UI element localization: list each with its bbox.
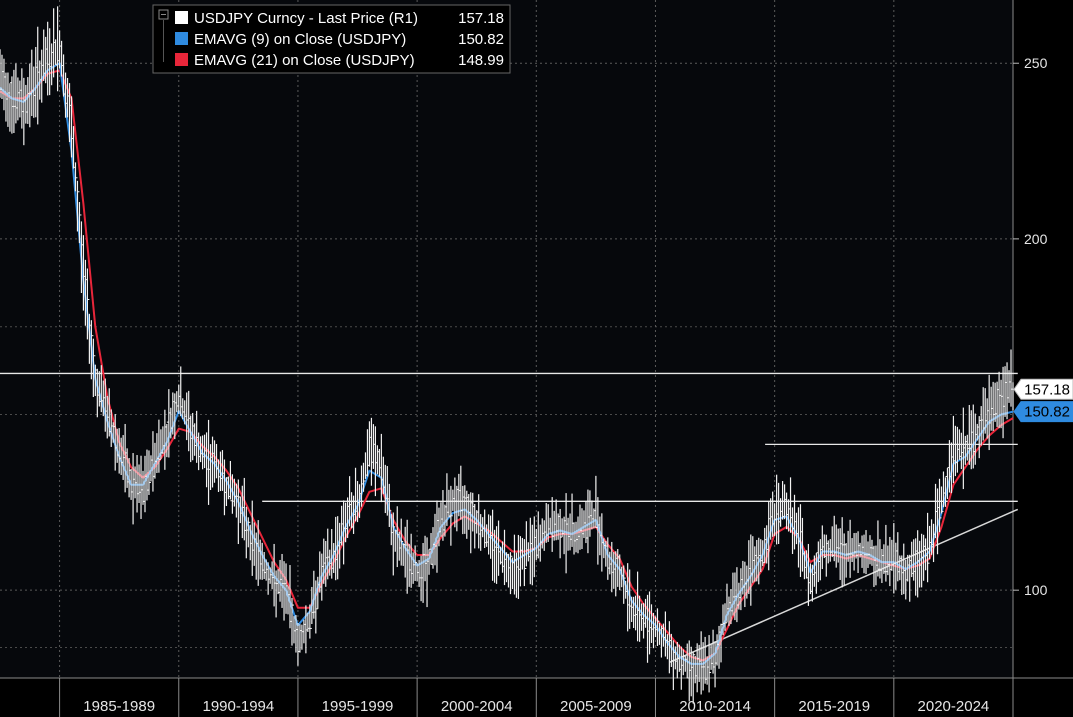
series-price xyxy=(0,6,1014,704)
x-tick-label: 1990-1994 xyxy=(202,698,274,715)
last-value-badge-text: 150.82 xyxy=(1024,404,1070,421)
legend-label-price: USDJPY Curncy - Last Price (R1) xyxy=(194,10,418,27)
y-tick-label: 100 xyxy=(1024,582,1048,598)
y-tick-label: 250 xyxy=(1024,55,1048,71)
legend-value-price: 157.18 xyxy=(458,10,504,27)
legend-value-ema21: 148.99 xyxy=(458,52,504,69)
trend-line xyxy=(669,508,1019,663)
last-value-badge: 157.18 xyxy=(1013,378,1073,400)
last-value-badge-shape xyxy=(1013,401,1073,423)
legend-box xyxy=(152,4,511,74)
x-tick-label: 2010-2014 xyxy=(679,698,751,715)
x-tick-label: 2020-2024 xyxy=(918,698,990,715)
last-value-badges: 157.18 150.82 xyxy=(1013,378,1073,423)
last-value-badge: 150.82 xyxy=(1013,401,1073,423)
legend-swatch-ema21 xyxy=(175,53,188,66)
last-value-badge-shape xyxy=(1013,378,1073,400)
legend-label-ema9: EMAVG (9) on Close (USDJPY) xyxy=(194,31,406,48)
legend-label-ema21: EMAVG (21) on Close (USDJPY) xyxy=(194,52,415,69)
x-tick-label: 2015-2019 xyxy=(798,698,870,715)
y-axis-ticks: 250 200 100 xyxy=(1013,55,1048,598)
legend-value-ema9: 150.82 xyxy=(458,31,504,48)
x-tick-label: 1995-1999 xyxy=(322,698,394,715)
x-tick-label: 2005-2009 xyxy=(560,698,632,715)
last-value-badge-text: 157.18 xyxy=(1024,381,1070,398)
y-tick-label: 200 xyxy=(1024,231,1048,247)
legend-swatch-ema9 xyxy=(175,32,188,45)
x-axis-ticks: 1985-1989 1990-1994 1995-1999 2000-2004 2005… xyxy=(59,678,1014,717)
legend: USDJPY Curncy - Last Price (R1) 157.18 E… xyxy=(152,4,511,74)
x-tick-label: 1985-1989 xyxy=(83,698,155,715)
legend-swatch-price xyxy=(175,11,188,24)
legend-collapse-icon[interactable] xyxy=(158,9,169,20)
x-tick-label: 2000-2004 xyxy=(441,698,513,715)
series-layer xyxy=(0,6,1014,704)
